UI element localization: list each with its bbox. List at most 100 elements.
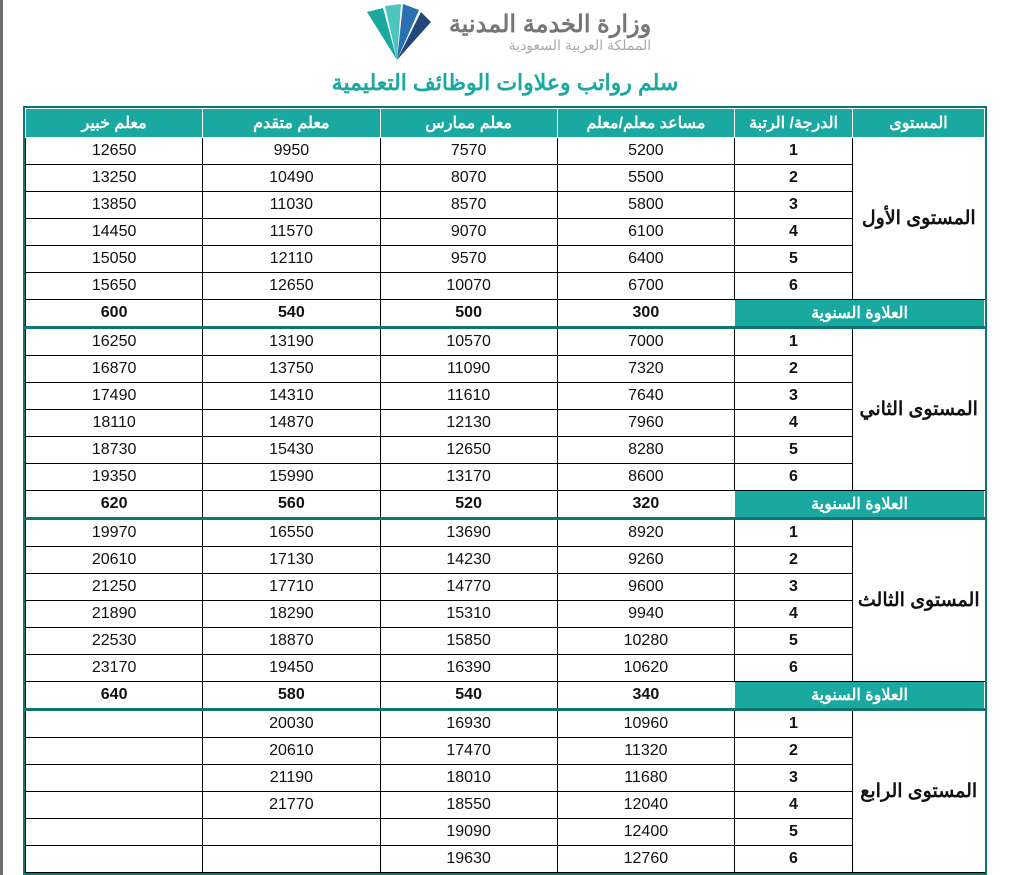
allowance-row: العلاوة السنوية340540580640 bbox=[26, 682, 985, 710]
table-row: 51240019090 bbox=[26, 819, 985, 846]
allowance-cell: 340 bbox=[557, 682, 734, 710]
col-expert: معلم خبير bbox=[26, 109, 203, 138]
col-adv: معلم متقدم bbox=[203, 109, 380, 138]
value-cell: 21250 bbox=[26, 574, 203, 601]
table-row: 66700100701265015650 bbox=[26, 273, 985, 300]
value-cell: 14450 bbox=[26, 219, 203, 246]
allowance-cell: 600 bbox=[26, 300, 203, 328]
value-cell: 20030 bbox=[203, 710, 380, 738]
value-cell: 13170 bbox=[380, 464, 557, 491]
level-name: المستوى الرابع bbox=[853, 710, 985, 873]
value-cell: 6400 bbox=[557, 246, 734, 273]
value-cell: 6700 bbox=[557, 273, 734, 300]
grade-cell: 2 bbox=[735, 547, 853, 574]
value-cell: 14870 bbox=[203, 410, 380, 437]
grade-cell: 6 bbox=[735, 273, 853, 300]
value-cell: 8070 bbox=[380, 165, 557, 192]
grade-cell: 2 bbox=[735, 165, 853, 192]
page-title: سلم رواتب وعلاوات الوظائف التعليمية bbox=[0, 70, 1010, 96]
value-cell bbox=[26, 765, 203, 792]
value-cell: 10960 bbox=[557, 710, 734, 738]
value-cell: 12400 bbox=[557, 819, 734, 846]
value-cell: 22530 bbox=[26, 628, 203, 655]
value-cell bbox=[26, 710, 203, 738]
brand-name: وزارة الخدمة المدنية bbox=[449, 11, 651, 39]
table-row: 510280158501887022530 bbox=[26, 628, 985, 655]
value-cell: 10570 bbox=[380, 328, 557, 356]
table-row: 68600131701599019350 bbox=[26, 464, 985, 491]
table-row: 4610090701157014450 bbox=[26, 219, 985, 246]
value-cell: 9070 bbox=[380, 219, 557, 246]
value-cell: 13690 bbox=[380, 519, 557, 547]
table-row: المستوى الأول152007570995012650 bbox=[26, 138, 985, 165]
table-row: 37640116101431017490 bbox=[26, 383, 985, 410]
value-cell: 5200 bbox=[557, 138, 734, 165]
allowance-cell: 620 bbox=[26, 491, 203, 519]
value-cell: 12650 bbox=[380, 437, 557, 464]
value-cell: 7320 bbox=[557, 356, 734, 383]
value-cell: 11090 bbox=[380, 356, 557, 383]
col-grade: الدرجة/ الرتبة bbox=[735, 109, 853, 138]
value-cell: 5500 bbox=[557, 165, 734, 192]
value-cell: 17470 bbox=[380, 738, 557, 765]
grade-cell: 1 bbox=[735, 519, 853, 547]
logo-icon bbox=[359, 2, 435, 62]
table-row: 4120401855021770 bbox=[26, 792, 985, 819]
value-cell: 11030 bbox=[203, 192, 380, 219]
value-cell: 15430 bbox=[203, 437, 380, 464]
value-cell: 19630 bbox=[380, 846, 557, 873]
value-cell: 14770 bbox=[380, 574, 557, 601]
value-cell: 16870 bbox=[26, 356, 203, 383]
value-cell: 16250 bbox=[26, 328, 203, 356]
value-cell: 20610 bbox=[26, 547, 203, 574]
value-cell: 14310 bbox=[203, 383, 380, 410]
table-row: 2113201747020610 bbox=[26, 738, 985, 765]
value-cell: 12650 bbox=[26, 138, 203, 165]
level-name: المستوى الأول bbox=[853, 138, 985, 300]
value-cell: 9570 bbox=[380, 246, 557, 273]
value-cell: 10280 bbox=[557, 628, 734, 655]
level-name: المستوى الثالث bbox=[853, 519, 985, 682]
allowance-cell: 500 bbox=[380, 300, 557, 328]
value-cell: 13190 bbox=[203, 328, 380, 356]
value-cell: 11610 bbox=[380, 383, 557, 410]
table-header-row: المستوى الدرجة/ الرتبة مساعد معلم/معلم م… bbox=[26, 109, 985, 138]
value-cell: 13850 bbox=[26, 192, 203, 219]
table-row: 27320110901375016870 bbox=[26, 356, 985, 383]
value-cell bbox=[26, 846, 203, 873]
grade-cell: 3 bbox=[735, 383, 853, 410]
allowance-cell: 320 bbox=[557, 491, 734, 519]
value-cell: 10620 bbox=[557, 655, 734, 682]
grade-cell: 4 bbox=[735, 792, 853, 819]
col-level: المستوى bbox=[853, 109, 985, 138]
table-row: 47960121301487018110 bbox=[26, 410, 985, 437]
value-cell: 19350 bbox=[26, 464, 203, 491]
table-row: المستوى الرابع1109601693020030 bbox=[26, 710, 985, 738]
value-cell: 21890 bbox=[26, 601, 203, 628]
grade-cell: 1 bbox=[735, 328, 853, 356]
value-cell: 10070 bbox=[380, 273, 557, 300]
grade-cell: 6 bbox=[735, 464, 853, 491]
value-cell: 16390 bbox=[380, 655, 557, 682]
value-cell: 12130 bbox=[380, 410, 557, 437]
value-cell: 12650 bbox=[203, 273, 380, 300]
grade-cell: 3 bbox=[735, 574, 853, 601]
col-asst: مساعد معلم/معلم bbox=[557, 109, 734, 138]
value-cell: 15310 bbox=[380, 601, 557, 628]
allowance-cell: 560 bbox=[203, 491, 380, 519]
value-cell: 20610 bbox=[203, 738, 380, 765]
value-cell: 8600 bbox=[557, 464, 734, 491]
table-row: 29260142301713020610 bbox=[26, 547, 985, 574]
value-cell: 13750 bbox=[203, 356, 380, 383]
value-cell bbox=[26, 738, 203, 765]
value-cell bbox=[203, 819, 380, 846]
allowance-row: العلاوة السنوية320520560620 bbox=[26, 491, 985, 519]
value-cell: 7640 bbox=[557, 383, 734, 410]
value-cell: 17490 bbox=[26, 383, 203, 410]
value-cell: 12760 bbox=[557, 846, 734, 873]
table-row: 3580085701103013850 bbox=[26, 192, 985, 219]
salary-table: المستوى الدرجة/ الرتبة مساعد معلم/معلم م… bbox=[23, 106, 987, 875]
value-cell: 11320 bbox=[557, 738, 734, 765]
allowance-cell: 540 bbox=[380, 682, 557, 710]
grade-cell: 6 bbox=[735, 655, 853, 682]
